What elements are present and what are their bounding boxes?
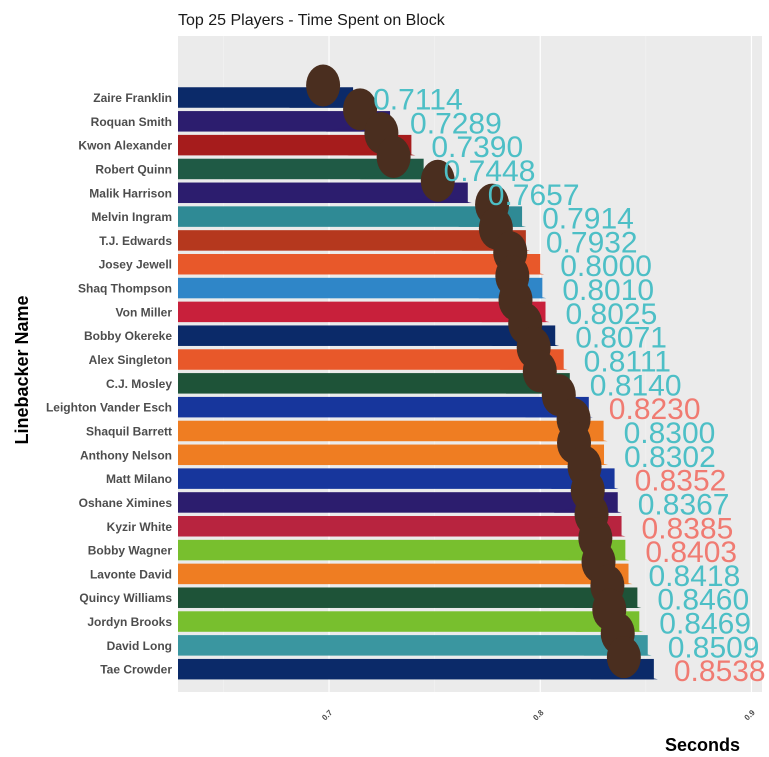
value-label: 0.7114 xyxy=(373,84,463,117)
bar xyxy=(178,492,618,513)
y-tick-label: Kwon Alexander xyxy=(78,139,172,153)
y-tick-label: Melvin Ingram xyxy=(91,210,172,224)
y-tick-label: Robert Quinn xyxy=(95,162,172,176)
value-label: 0.7289 xyxy=(410,107,502,140)
bar xyxy=(178,420,604,442)
value-label: 0.8509 xyxy=(668,631,760,664)
bar xyxy=(178,349,564,370)
bar xyxy=(178,444,605,466)
x-axis-tick-labels: 0.7 0.8 0.9 xyxy=(320,708,757,723)
value-label: 0.8469 xyxy=(659,608,751,641)
x-tick-label: 0.9 xyxy=(743,708,758,723)
player-headshot-image xyxy=(359,135,428,180)
y-tick-label: Lavonte David xyxy=(90,567,172,581)
value-label: 0.8140 xyxy=(590,369,682,402)
value-label: 0.7657 xyxy=(488,179,580,212)
value-label: 0.8302 xyxy=(624,441,716,474)
player-headshot-image xyxy=(289,64,358,108)
y-tick-label: Anthony Nelson xyxy=(80,448,172,462)
y-tick-label: Bobby Wagner xyxy=(88,544,173,558)
bar xyxy=(178,253,541,275)
value-label: 0.8367 xyxy=(638,488,730,521)
value-label: 0.7390 xyxy=(431,131,523,164)
value-label: 0.8403 xyxy=(645,536,737,569)
y-tick-label: Jordyn Brooks xyxy=(87,615,172,629)
y-tick-label: Zaire Franklin xyxy=(93,91,172,105)
value-labels-layer: 0.71140.72890.73900.74480.76570.79140.79… xyxy=(373,84,766,689)
bar xyxy=(178,301,546,323)
value-label: 0.8352 xyxy=(635,465,727,498)
bar xyxy=(178,134,412,156)
x-tick-label: 0.7 xyxy=(320,708,335,723)
y-tick-label: Von Miller xyxy=(116,305,173,319)
y-tick-label: David Long xyxy=(107,639,172,653)
value-label: 0.8460 xyxy=(657,584,749,617)
bar xyxy=(178,563,629,585)
bar xyxy=(178,206,523,227)
y-tick-label: Shaquil Barrett xyxy=(86,424,172,438)
value-label: 0.8111 xyxy=(584,346,671,379)
bar xyxy=(178,158,424,180)
y-axis-title: Linebacker Name xyxy=(12,295,32,444)
x-tick-label: 0.8 xyxy=(531,708,546,723)
y-tick-label: T.J. Edwards xyxy=(99,234,172,248)
value-label: 0.8538 xyxy=(674,655,766,688)
value-label: 0.8010 xyxy=(562,274,654,307)
y-tick-label: Oshane Ximines xyxy=(79,496,173,510)
value-label: 0.8000 xyxy=(560,250,652,283)
bar xyxy=(178,516,622,537)
bar xyxy=(178,230,526,251)
value-label: 0.8025 xyxy=(566,298,658,331)
player-headshot-image xyxy=(589,636,658,680)
bar xyxy=(178,396,589,418)
y-tick-label: Alex Singleton xyxy=(89,353,172,367)
y-tick-label: C.J. Mosley xyxy=(106,377,172,391)
y-tick-label: Matt Milano xyxy=(106,472,172,486)
bar xyxy=(178,635,648,656)
bar xyxy=(178,277,543,299)
value-label: 0.8385 xyxy=(642,512,734,545)
bar xyxy=(178,468,615,489)
headshots-layer xyxy=(289,64,658,680)
x-axis-title: Seconds xyxy=(665,735,740,755)
y-tick-label: Leighton Vander Esch xyxy=(46,401,172,415)
value-label: 0.7448 xyxy=(444,155,536,188)
bar xyxy=(178,539,626,561)
bar xyxy=(178,111,391,132)
y-tick-label: Roquan Smith xyxy=(91,115,172,129)
bar xyxy=(178,658,654,680)
y-axis-tick-labels: Zaire Franklin Roquan Smith Kwon Alexander… xyxy=(46,91,172,677)
y-tick-label: Bobby Okereke xyxy=(84,329,172,343)
bar xyxy=(178,587,638,608)
bar xyxy=(178,373,570,394)
y-tick-label: Josey Jewell xyxy=(99,258,172,272)
y-tick-label: Malik Harrison xyxy=(89,186,172,200)
value-label: 0.8418 xyxy=(649,560,741,593)
value-label: 0.7914 xyxy=(542,203,634,236)
value-label: 0.7932 xyxy=(546,226,638,259)
bar xyxy=(178,182,468,204)
bars-layer xyxy=(178,87,654,680)
value-label: 0.8230 xyxy=(609,393,701,426)
y-tick-label: Quincy Williams xyxy=(79,591,172,605)
chart-title: Top 25 Players - Time Spent on Block xyxy=(178,12,446,29)
y-tick-label: Shaq Thompson xyxy=(78,282,172,296)
bar xyxy=(178,611,640,632)
y-tick-label: Kyzir White xyxy=(107,520,173,534)
y-tick-label: Tae Crowder xyxy=(100,663,172,677)
value-label: 0.8071 xyxy=(575,322,667,355)
bar xyxy=(178,325,556,346)
value-label: 0.8300 xyxy=(624,417,716,450)
player-headshot-image xyxy=(403,159,472,204)
